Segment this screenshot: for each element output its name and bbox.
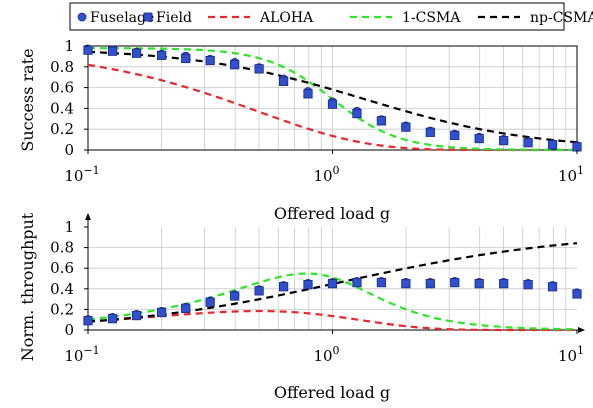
field-point [327,99,338,109]
field-point [547,282,558,292]
legend-marker-fuselage [77,12,87,22]
y-tick-label: 0.6 [50,259,74,277]
legend-label-fuselage: Fuselage [90,10,154,26]
y-tick-label: 0.2 [50,120,74,138]
legend-label-npcsma: np-CSMA [530,10,593,26]
field-point [450,278,460,288]
field-point [279,282,289,292]
field-point [157,50,167,60]
field-point [181,303,191,313]
field-point [83,316,93,326]
field-point [425,127,435,137]
x-tick-label: 10−1 [64,164,99,185]
field-point [181,53,191,64]
x-axis-label: Offered load g [274,204,390,223]
field-point [83,45,93,55]
x-axis-arrow [578,327,585,333]
y-tick-label: 0 [64,321,74,339]
y-axis-arrow [85,213,91,220]
field-point [205,297,215,307]
field-point [425,279,435,289]
field-point [327,279,338,289]
legend-marker-field [143,12,153,22]
field-point [157,307,167,318]
field-point [547,140,558,150]
field-point [279,76,289,86]
field-point [523,138,533,148]
field-point [303,280,313,290]
field-point [572,289,582,299]
x-tick-label: 101 [558,344,584,365]
field-point [303,89,313,99]
legend-label-aloha: ALOHA [259,10,314,26]
field-point [401,279,411,289]
curve-1-csma [87,272,578,331]
field-point [572,142,582,152]
y-axis-label: Success rate [18,48,37,151]
field-point [474,133,484,144]
curve-aloha [87,63,577,152]
curve-aloha [87,309,577,332]
x-tick-label: 100 [313,344,339,365]
field-point [450,130,460,141]
throughput-panel: 0 0.2 0.4 0.6 0.8 1 10−1 100 101 Norm. throughpu… [18,212,585,402]
x-tick-label: 101 [558,164,584,185]
success-rate-panel: 0 0.2 0.4 0.6 0.8 1 10−1 100 101 Success rate Of… [18,37,584,223]
field-point [352,109,362,119]
y-tick-label: 0 [64,141,74,159]
curve-np-csma [87,242,578,323]
y-tick-label: 0.4 [50,280,74,298]
field-point [376,116,387,126]
legend: Fuselage Field ALOHA 1-CSMA np-CSMA [69,2,593,31]
y-tick-label: 0.2 [50,300,74,318]
y-tick-label: 1 [64,218,74,236]
field-point [352,278,362,288]
field-point [376,278,387,288]
field-point [474,279,484,289]
y-tick-label: 1 [64,37,74,55]
field-point [131,48,142,58]
field-point [499,136,509,146]
legend-label-field: Field [156,10,192,26]
field-point [401,122,411,132]
field-point [131,310,142,321]
y-tick-label: 0.8 [50,239,74,257]
field-point [107,46,118,56]
x-tick-label: 10−1 [64,344,99,365]
field-point [499,279,509,289]
field-point [254,286,264,296]
y-axis-label: Norm. throughput [18,212,37,361]
x-tick-label: 100 [313,164,339,185]
x-axis-label: Offered load g [274,383,390,402]
y-tick-label: 0.4 [50,99,74,117]
field-point [523,280,533,290]
y-tick-label: 0.6 [50,79,74,97]
y-tick-label: 0.8 [50,58,74,76]
field-point [230,60,240,70]
field-point [230,291,240,301]
field-point [254,64,264,74]
field-point [107,314,118,324]
legend-label-csma1: 1-CSMA [402,10,461,26]
field-point [205,55,215,66]
